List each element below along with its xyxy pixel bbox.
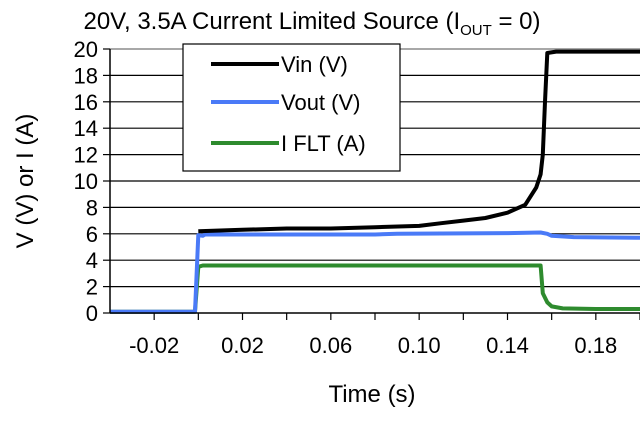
y-tick-label-4: 4 — [86, 248, 98, 273]
y-tick-label-6: 6 — [86, 222, 98, 247]
axes — [103, 48, 640, 320]
series-lines — [110, 49, 640, 314]
x-axis-label: Time (s) — [328, 381, 415, 408]
chart-title-main: 20V, 3.5A Current Limited Source (I — [83, 8, 460, 35]
y-tick-label-16: 16 — [74, 90, 98, 115]
y-axis-label: V (V) or I (A) — [12, 114, 39, 249]
legend-label-0: Vin (V) — [281, 52, 348, 77]
y-tick-label-8: 8 — [86, 195, 98, 220]
series-line-1 — [110, 230, 640, 314]
legend: Vin (V) Vout (V) I FLT (A) — [182, 43, 401, 172]
series-line-0 — [198, 49, 640, 234]
chart-title-subscript: OUT — [460, 22, 492, 39]
y-tick-label-18: 18 — [74, 63, 98, 88]
y-tick-label-12: 12 — [74, 143, 98, 168]
x-tick-labels: -0.02 0.02 0.06 0.10 0.14 0.18 — [129, 333, 617, 358]
x-tick-label--0.02: -0.02 — [129, 333, 179, 358]
x-tick-label-0.10: 0.10 — [398, 333, 441, 358]
chart-title: 20V, 3.5A Current Limited Source (IOUT =… — [83, 8, 540, 39]
x-tick-label-0.06: 0.06 — [309, 333, 352, 358]
x-tick-label-0.18: 0.18 — [574, 333, 617, 358]
x-tick-label-0.02: 0.02 — [221, 333, 264, 358]
legend-label-2: I FLT (A) — [281, 131, 366, 156]
y-tick-label-2: 2 — [86, 275, 98, 300]
y-tick-label-0: 0 — [86, 301, 98, 326]
y-tick-label-10: 10 — [74, 169, 98, 194]
y-tick-label-20: 20 — [74, 37, 98, 62]
x-tick-label-0.14: 0.14 — [486, 333, 529, 358]
chart-title-tail: = 0) — [492, 8, 541, 35]
y-tick-label-14: 14 — [74, 116, 98, 141]
series-line-2 — [110, 263, 640, 314]
legend-label-1: Vout (V) — [281, 90, 360, 115]
